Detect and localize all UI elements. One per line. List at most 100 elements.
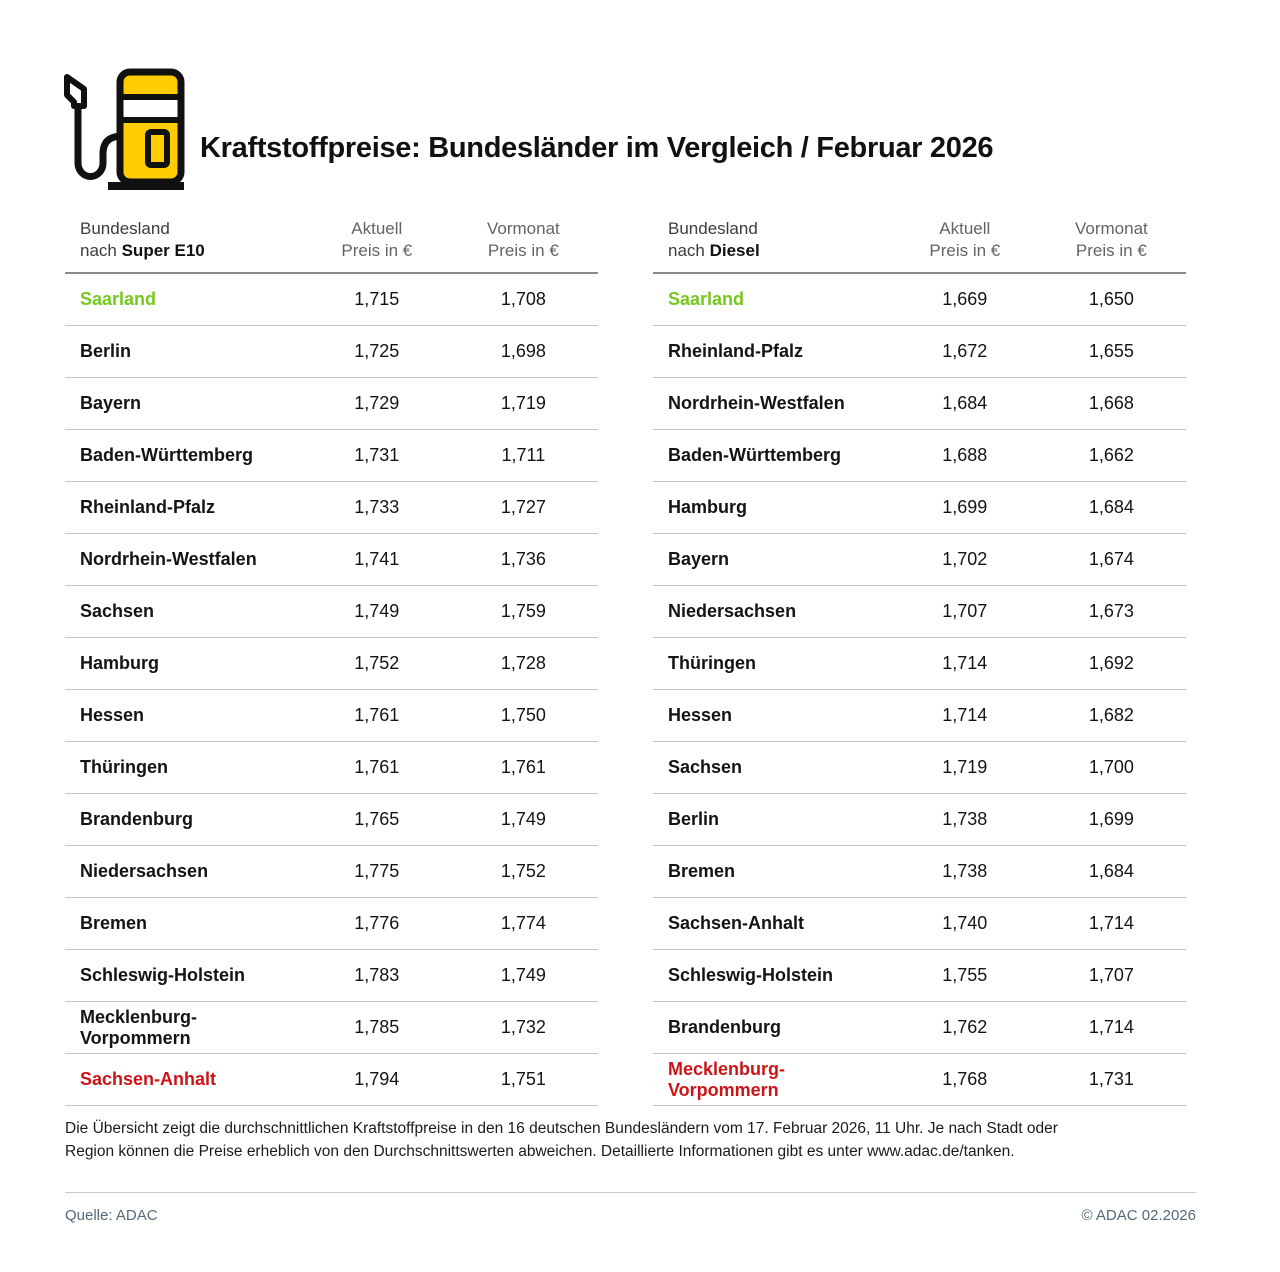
state-name: Schleswig-Holstein: [668, 965, 834, 985]
price-current: 1,725: [354, 341, 400, 361]
table-row: Hamburg 1,699 1,684: [653, 482, 1186, 534]
price-previous: 1,761: [500, 757, 546, 777]
table-row: Baden-Württemberg 1,731 1,711: [65, 430, 598, 482]
price-current: 1,768: [942, 1069, 988, 1089]
price-current: 1,755: [942, 965, 988, 985]
copyright-label: © ADAC 02.2026: [1081, 1207, 1196, 1224]
table-row: Baden-Württemberg 1,688 1,662: [653, 430, 1186, 482]
price-current: 1,731: [354, 445, 400, 465]
state-name: Bremen: [80, 913, 148, 933]
state-name: Mecklenburg-Vorpommern: [80, 1006, 198, 1048]
price-previous: 1,655: [1088, 341, 1134, 361]
table-row: Sachsen 1,749 1,759: [65, 586, 598, 638]
table-row: Berlin 1,725 1,698: [65, 326, 598, 378]
price-previous: 1,707: [1088, 965, 1134, 985]
price-current: 1,794: [354, 1069, 400, 1089]
price-previous: 1,668: [1088, 393, 1134, 413]
footnote: Die Übersicht zeigt die durchschnittlich…: [65, 1120, 1058, 1160]
price-previous: 1,751: [500, 1069, 546, 1089]
table-row: Berlin 1,738 1,699: [653, 794, 1186, 846]
price-previous: 1,732: [500, 1017, 546, 1037]
state-name: Baden-Württemberg: [668, 445, 842, 465]
table-rows-super-e10: Saarland 1,715 1,708 Berlin 1,725 1,698 …: [65, 274, 598, 1106]
price-previous: 1,650: [1088, 289, 1134, 309]
table-header: Bundesland nach Super E10 Aktuell Preis …: [65, 218, 598, 274]
footer: Quelle: ADAC © ADAC 02.2026: [65, 1207, 1196, 1224]
price-current: 1,702: [942, 549, 988, 569]
state-name: Bremen: [668, 861, 736, 881]
table-header-vormonat: Vormonat Preis in €: [486, 219, 560, 260]
table-row: Rheinland-Pfalz 1,733 1,727: [65, 482, 598, 534]
price-previous: 1,774: [500, 913, 546, 933]
fuel-type-label: Super E10: [121, 241, 205, 260]
price-current: 1,752: [354, 653, 400, 673]
table-row: Sachsen-Anhalt 1,794 1,751: [65, 1054, 598, 1106]
state-name: Sachsen-Anhalt: [668, 913, 805, 933]
price-previous: 1,731: [1088, 1069, 1134, 1089]
state-name: Niedersachsen: [80, 861, 209, 881]
table-header-aktuell: Aktuell Preis in €: [341, 219, 413, 260]
table-row: Schleswig-Holstein 1,755 1,707: [653, 950, 1186, 1002]
price-previous: 1,728: [500, 653, 546, 673]
price-previous: 1,759: [500, 601, 546, 621]
table-row: Bremen 1,738 1,684: [653, 846, 1186, 898]
fuel-pump-icon: [64, 68, 185, 190]
price-current: 1,714: [942, 705, 988, 725]
table-row: Hessen 1,761 1,750: [65, 690, 598, 742]
table-super-e10: Bundesland nach Super E10 Aktuell Preis …: [65, 218, 598, 1106]
price-tables: Bundesland nach Super E10 Aktuell Preis …: [65, 218, 1186, 1106]
price-previous: 1,700: [1088, 757, 1134, 777]
price-previous: 1,711: [501, 445, 546, 465]
price-current: 1,785: [354, 1017, 400, 1037]
price-current: 1,741: [354, 549, 400, 569]
state-name: Rheinland-Pfalz: [80, 497, 216, 517]
price-previous: 1,714: [1088, 913, 1134, 933]
state-name: Hamburg: [80, 653, 160, 673]
price-current: 1,765: [354, 809, 400, 829]
price-current: 1,672: [942, 341, 988, 361]
table-row: Hessen 1,714 1,682: [653, 690, 1186, 742]
price-current: 1,740: [942, 913, 988, 933]
price-previous: 1,662: [1088, 445, 1134, 465]
price-current: 1,699: [942, 497, 988, 517]
state-name: Thüringen: [80, 757, 168, 777]
price-current: 1,715: [354, 289, 400, 309]
state-name: Sachsen: [668, 757, 743, 777]
table-row: Rheinland-Pfalz 1,672 1,655: [653, 326, 1186, 378]
price-previous: 1,708: [500, 289, 546, 309]
table-rows-diesel: Saarland 1,669 1,650 Rheinland-Pfalz 1,6…: [653, 274, 1186, 1106]
table-row: Bremen 1,776 1,774: [65, 898, 598, 950]
table-row: Sachsen-Anhalt 1,740 1,714: [653, 898, 1186, 950]
state-name: Brandenburg: [668, 1017, 782, 1037]
table-diesel: Bundesland nach Diesel Aktuell Preis in …: [653, 218, 1186, 1106]
state-name: Hessen: [80, 705, 145, 725]
table-row: Bayern 1,729 1,719: [65, 378, 598, 430]
price-current: 1,719: [942, 757, 988, 777]
price-previous: 1,692: [1088, 653, 1134, 673]
price-previous: 1,750: [500, 705, 546, 725]
state-name: Berlin: [668, 809, 720, 829]
price-current: 1,684: [942, 393, 988, 413]
table-header-bundesland: Bundesland nach Diesel: [668, 219, 760, 260]
table-row: Mecklenburg-Vorpommern 1,768 1,731: [653, 1054, 1186, 1106]
state-name: Sachsen-Anhalt: [80, 1069, 217, 1089]
price-current: 1,707: [942, 601, 988, 621]
price-current: 1,669: [942, 289, 988, 309]
state-name: Rheinland-Pfalz: [668, 341, 804, 361]
price-current: 1,749: [354, 601, 400, 621]
table-row: Saarland 1,715 1,708: [65, 274, 598, 326]
state-name: Saarland: [80, 289, 157, 309]
table-row: Mecklenburg-Vorpommern 1,785 1,732: [65, 1002, 598, 1054]
state-name: Mecklenburg-Vorpommern: [668, 1058, 786, 1100]
table-row: Bayern 1,702 1,674: [653, 534, 1186, 586]
price-current: 1,714: [942, 653, 988, 673]
state-name: Brandenburg: [80, 809, 194, 829]
table-row: Niedersachsen 1,707 1,673: [653, 586, 1186, 638]
price-current: 1,729: [354, 393, 400, 413]
table-header-bundesland: Bundesland nach Super E10: [80, 219, 205, 260]
table-row: Thüringen 1,761 1,761: [65, 742, 598, 794]
price-previous: 1,698: [500, 341, 546, 361]
price-current: 1,761: [354, 757, 400, 777]
price-previous: 1,727: [500, 497, 546, 517]
price-current: 1,776: [354, 913, 400, 933]
